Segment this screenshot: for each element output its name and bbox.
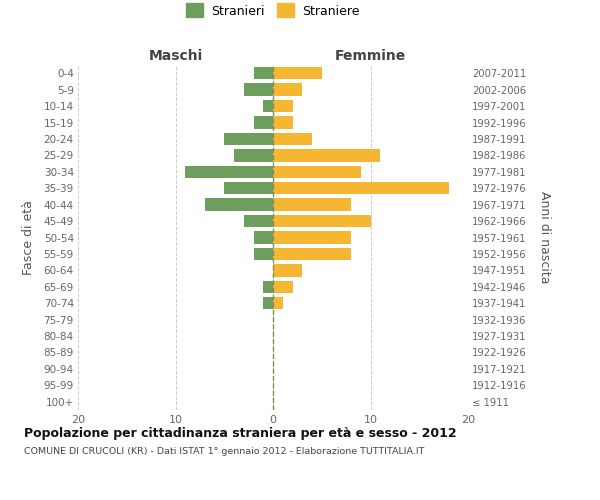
Bar bbox=[254, 232, 273, 243]
Bar bbox=[185, 166, 273, 178]
Bar bbox=[234, 149, 273, 162]
Text: COMUNE DI CRUCOLI (KR) - Dati ISTAT 1° gennaio 2012 - Elaborazione TUTTITALIA.IT: COMUNE DI CRUCOLI (KR) - Dati ISTAT 1° g… bbox=[24, 448, 424, 456]
Bar bbox=[273, 84, 302, 96]
Bar bbox=[224, 133, 273, 145]
Bar bbox=[273, 182, 449, 194]
Legend: Stranieri, Straniere: Stranieri, Straniere bbox=[184, 2, 362, 21]
Bar bbox=[263, 297, 273, 310]
Text: Femmine: Femmine bbox=[335, 48, 406, 62]
Bar bbox=[273, 166, 361, 178]
Bar bbox=[273, 264, 302, 276]
Bar bbox=[273, 100, 293, 112]
Bar bbox=[273, 248, 351, 260]
Y-axis label: Anni di nascita: Anni di nascita bbox=[538, 191, 551, 284]
Bar bbox=[254, 248, 273, 260]
Text: Popolazione per cittadinanza straniera per età e sesso - 2012: Popolazione per cittadinanza straniera p… bbox=[24, 428, 457, 440]
Bar bbox=[244, 84, 273, 96]
Bar bbox=[273, 198, 351, 211]
Bar bbox=[205, 198, 273, 211]
Bar bbox=[244, 215, 273, 227]
Bar bbox=[273, 280, 293, 293]
Bar bbox=[273, 232, 351, 243]
Bar bbox=[273, 297, 283, 310]
Bar bbox=[273, 149, 380, 162]
Bar bbox=[273, 133, 312, 145]
Bar bbox=[224, 182, 273, 194]
Bar bbox=[254, 67, 273, 80]
Bar bbox=[273, 215, 371, 227]
Bar bbox=[273, 67, 322, 80]
Bar bbox=[263, 280, 273, 293]
Text: Maschi: Maschi bbox=[148, 48, 203, 62]
Y-axis label: Fasce di età: Fasce di età bbox=[22, 200, 35, 275]
Bar bbox=[263, 100, 273, 112]
Bar bbox=[273, 116, 293, 128]
Bar bbox=[254, 116, 273, 128]
